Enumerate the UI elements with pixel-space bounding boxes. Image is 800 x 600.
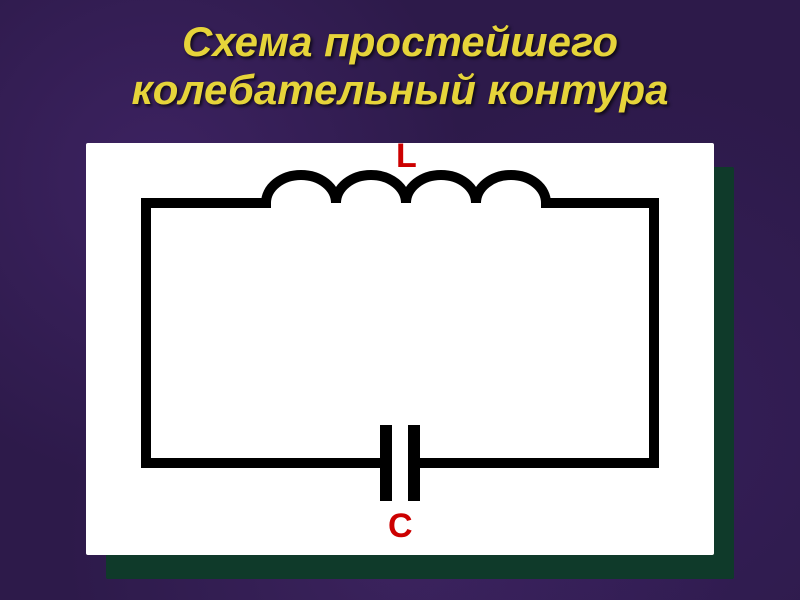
title-line-1: Схема простейшего bbox=[0, 18, 800, 66]
slide-title: Схема простейшего колебательный контура bbox=[0, 0, 800, 115]
title-line-2: колебательный контура bbox=[0, 66, 800, 114]
capacitor-label: C bbox=[388, 507, 413, 546]
diagram-box: L C bbox=[86, 143, 714, 555]
circuit-svg bbox=[86, 143, 714, 555]
circuit-diagram: L C bbox=[86, 143, 714, 555]
inductor-label: L bbox=[396, 137, 417, 176]
